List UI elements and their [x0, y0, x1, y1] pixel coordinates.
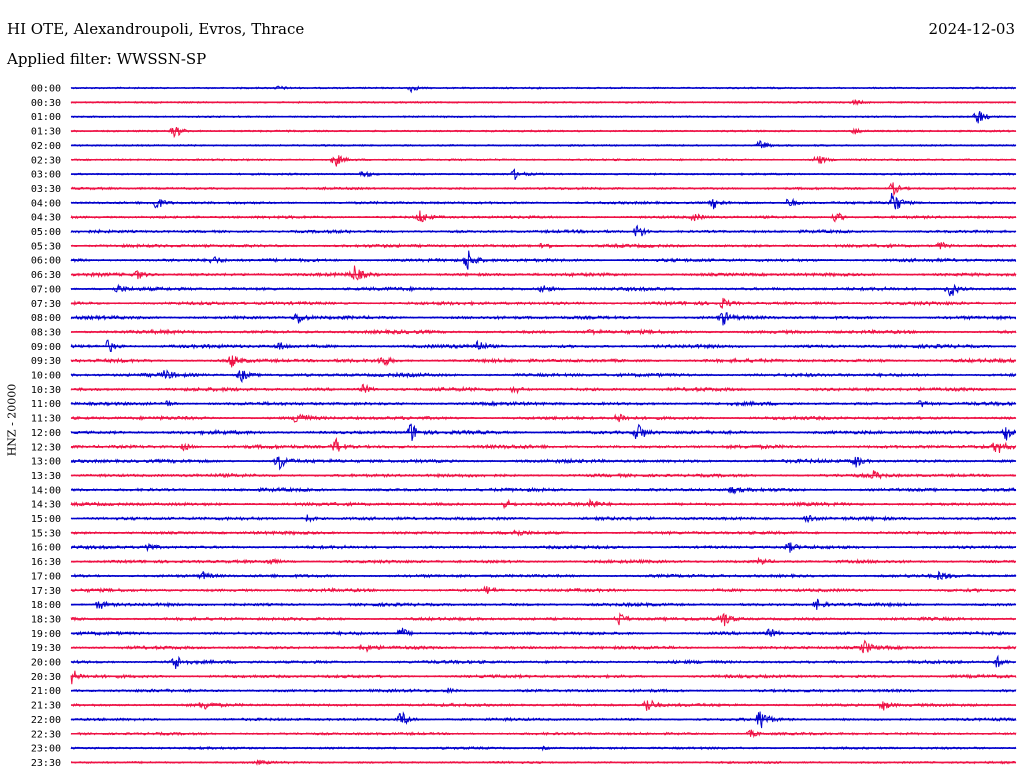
- row-time-label: 11:00: [31, 399, 61, 410]
- row-time-label: 23:30: [31, 758, 61, 769]
- row-time-label: 15:00: [31, 514, 61, 525]
- seismic-trace-row: [70, 155, 1017, 167]
- row-time-label: 19:00: [31, 629, 61, 640]
- row-time-label: 02:30: [31, 155, 61, 166]
- seismic-trace-row: [70, 192, 1017, 210]
- row-time-label: 01:00: [31, 112, 61, 123]
- seismic-trace-row: [70, 355, 1017, 368]
- row-time-label: 14:30: [31, 500, 61, 511]
- row-time-label: 15:30: [31, 528, 61, 539]
- seismic-trace-row: [70, 399, 1017, 408]
- row-time-label: 05:30: [31, 241, 61, 252]
- seismic-trace-row: [70, 437, 1017, 454]
- row-time-label: 06:30: [31, 270, 61, 281]
- row-time-label: 06:00: [31, 256, 61, 267]
- row-time-label: 03:00: [31, 170, 61, 181]
- row-time-label: 01:30: [31, 127, 61, 138]
- seismic-trace-row: [70, 210, 1017, 223]
- row-time-label: 04:30: [31, 213, 61, 224]
- row-time-label: 18:30: [31, 614, 61, 625]
- station-title: HI OTE, Alexandroupoli, Evros, Thrace: [7, 20, 305, 38]
- row-time-label: 00:00: [31, 84, 61, 95]
- seismic-trace-row: [70, 699, 1017, 711]
- row-time-label: 21:30: [31, 701, 61, 712]
- row-time-label: 17:00: [31, 571, 61, 582]
- seismic-trace-row: [70, 85, 1017, 94]
- row-time-label: 20:30: [31, 672, 61, 683]
- date-label: 2024-12-03: [928, 20, 1015, 38]
- row-time-label: 04:00: [31, 198, 61, 209]
- row-time-label: 09:30: [31, 356, 61, 367]
- row-time-label: 08:00: [31, 313, 61, 324]
- filter-label: Applied filter: WWSSN-SP: [7, 50, 207, 68]
- seismic-trace-row: [70, 369, 1017, 384]
- row-time-label: 19:30: [31, 643, 61, 654]
- row-time-label: 10:30: [31, 385, 61, 396]
- row-time-label: 11:30: [31, 414, 61, 425]
- seismic-trace-row: [70, 612, 1016, 627]
- row-time-label: 23:00: [31, 744, 61, 755]
- seismic-trace-row: [70, 283, 1017, 297]
- row-time-label: 07:30: [31, 299, 61, 310]
- row-time-label: 00:30: [31, 98, 61, 109]
- row-time-label: 09:00: [31, 342, 61, 353]
- row-time-label: 18:00: [31, 600, 61, 611]
- row-time-label: 10:00: [31, 371, 61, 382]
- row-time-label: 16:30: [31, 557, 61, 568]
- seismic-trace-row: [70, 456, 1017, 471]
- row-time-label: 16:00: [31, 543, 61, 554]
- seismic-trace-row: [70, 627, 1017, 637]
- row-time-label: 05:00: [31, 227, 61, 238]
- row-time-label: 12:30: [31, 442, 61, 453]
- row-time-label: 03:30: [31, 184, 61, 195]
- seismic-trace-row: [70, 139, 1017, 149]
- seismic-trace-row: [70, 470, 1017, 480]
- row-time-label: 14:00: [31, 485, 61, 496]
- row-time-label: 12:00: [31, 428, 61, 439]
- row-time-label: 08:30: [31, 327, 61, 338]
- row-time-label: 07:00: [31, 284, 61, 295]
- seismic-trace-row: [70, 265, 1017, 281]
- row-time-label: 17:30: [31, 586, 61, 597]
- seismic-trace-row: [70, 312, 1017, 326]
- seismic-trace-row: [70, 670, 1017, 685]
- row-time-label: 20:00: [31, 658, 61, 669]
- seismic-trace-row: [70, 383, 1017, 395]
- row-time-label: 22:30: [31, 729, 61, 740]
- row-time-label: 22:00: [31, 715, 61, 726]
- row-time-label: 13:00: [31, 457, 61, 468]
- row-time-label: 13:30: [31, 471, 61, 482]
- row-time-label: 02:00: [31, 141, 61, 152]
- row-time-label: 21:00: [31, 686, 61, 697]
